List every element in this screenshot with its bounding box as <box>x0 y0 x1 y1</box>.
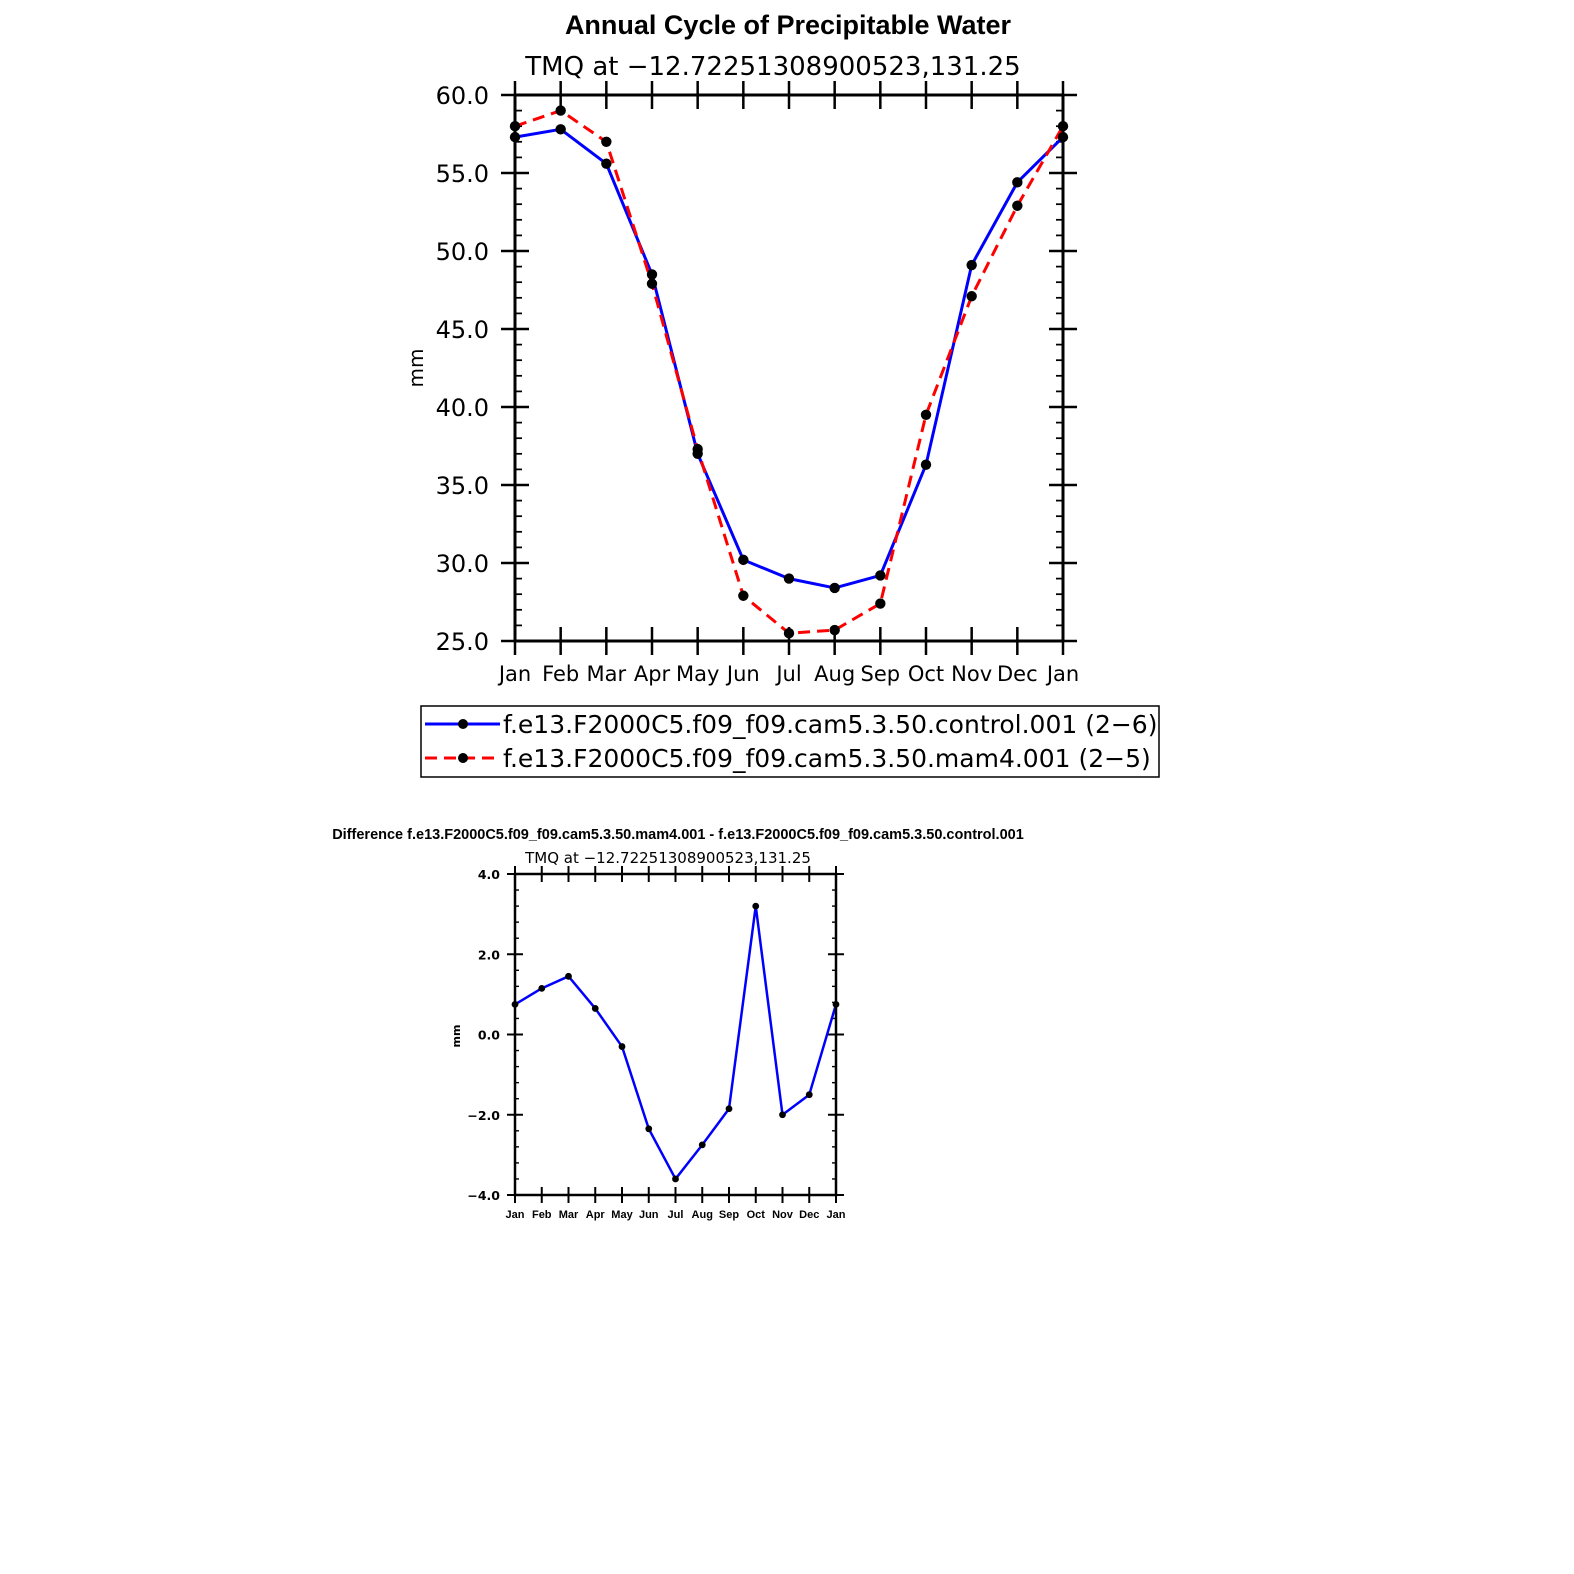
difference-series-points <box>511 902 840 1183</box>
x-tick-label: Dec <box>997 662 1038 686</box>
x-tick-label: Jan <box>497 662 531 686</box>
plot-frame <box>513 93 1065 643</box>
difference-x-tick-label: Nov <box>772 1209 794 1221</box>
x-tick-label: Nov <box>951 662 992 686</box>
legend-marker-mam4 <box>458 753 468 763</box>
series-line-1 <box>514 109 1065 635</box>
data-point <box>920 409 932 420</box>
difference-x-tick-label: Jul <box>668 1209 684 1221</box>
x-tick-label: Mar <box>587 662 627 686</box>
difference-x-tick-label: Jan <box>506 1209 525 1221</box>
difference-data-point <box>805 1091 813 1099</box>
y-tick-label: 45.0 <box>436 316 489 344</box>
difference-x-tick-label: Oct <box>747 1209 766 1221</box>
data-point <box>783 628 795 639</box>
difference-y-tick-label: 0.0 <box>478 1028 500 1043</box>
data-point <box>646 278 658 289</box>
x-tick-label: Jun <box>725 662 760 686</box>
difference-data-point <box>565 972 572 980</box>
y-tick-label: 35.0 <box>436 472 489 500</box>
chart-title: Annual Cycle of Precipitable Water <box>565 10 1012 40</box>
difference-x-tick-label: Aug <box>692 1209 713 1221</box>
difference-plot-frame <box>513 872 838 1197</box>
y-tick-label: 40.0 <box>436 394 489 422</box>
chart-subtitle: TMQ at −12.72251308900523,131.25 <box>524 52 1020 82</box>
difference-y-axis-label: mm <box>450 1025 463 1048</box>
data-point <box>920 459 932 470</box>
annual-cycle-chart: Annual Cycle of Precipitable Water TMQ a… <box>404 10 1079 686</box>
legend-label-mam4: f.e13.F2000C5.f09_f09.cam5.3.50.mam4.001… <box>503 744 1151 773</box>
difference-x-tick-label: May <box>611 1209 633 1221</box>
data-point <box>555 105 566 116</box>
data-point <box>1012 177 1023 188</box>
difference-data-point <box>538 984 546 992</box>
data-point <box>875 598 886 609</box>
legend-box <box>420 705 1160 778</box>
difference-x-tick-label: Dec <box>799 1209 819 1221</box>
axis-ticks: Jan Feb Mar Apr May Jun Jul Aug Sep Oct Nov Dec Jan 2… <box>436 81 1079 686</box>
data-point <box>692 443 703 455</box>
difference-x-tick-label: Mar <box>559 1209 579 1221</box>
data-point <box>1012 200 1023 211</box>
difference-subtitle: TMQ at −12.72251308900523,131.25 <box>524 849 811 867</box>
data-point <box>738 554 749 566</box>
difference-data-point <box>725 1105 733 1113</box>
x-tick-label: Sep <box>861 662 901 686</box>
x-tick-label: Jul <box>774 662 801 686</box>
y-axis-label: mm <box>404 349 428 388</box>
difference-data-point <box>779 1111 786 1119</box>
y-tick-label: 30.0 <box>436 550 489 578</box>
difference-data-point <box>618 1043 626 1050</box>
legend-marker-control <box>458 719 468 729</box>
y-tick-label: 25.0 <box>436 628 489 656</box>
series-line-0 <box>514 127 1065 590</box>
data-point <box>738 590 749 601</box>
series-lines <box>514 109 1065 635</box>
difference-data-point <box>591 1005 599 1012</box>
x-tick-label: Feb <box>542 662 579 686</box>
x-tick-label: May <box>676 662 719 686</box>
difference-x-tick-label: Jun <box>639 1209 659 1221</box>
data-point <box>601 158 612 169</box>
x-tick-label: Jan <box>1045 662 1079 686</box>
data-point <box>783 573 795 584</box>
data-point <box>875 570 886 581</box>
difference-y-tick-label: 4.0 <box>478 867 500 882</box>
data-point <box>966 291 977 302</box>
data-point <box>966 259 977 271</box>
difference-x-tick-label: Sep <box>719 1209 739 1221</box>
difference-x-tick-label: Feb <box>532 1209 552 1221</box>
y-tick-label: 55.0 <box>436 160 489 188</box>
difference-x-tick-label: Apr <box>586 1209 606 1221</box>
difference-title: Difference f.e13.F2000C5.f09_f09.cam5.3.… <box>332 827 1024 843</box>
difference-data-point <box>672 1175 679 1183</box>
difference-series-lines <box>514 904 838 1181</box>
x-tick-label: Aug <box>814 662 855 686</box>
data-point <box>829 582 840 594</box>
difference-series-line-0 <box>514 904 838 1181</box>
y-tick-label: 60.0 <box>436 82 489 110</box>
difference-y-tick-label: −4.0 <box>467 1188 500 1203</box>
difference-data-point <box>645 1125 653 1133</box>
x-tick-label: Apr <box>634 662 671 686</box>
legend-label-control: f.e13.F2000C5.f09_f09.cam5.3.50.control.… <box>503 710 1157 739</box>
series-points <box>509 105 1069 639</box>
difference-y-tick-label: 2.0 <box>478 947 500 962</box>
legend: f.e13.F2000C5.f09_f09.cam5.3.50.control.… <box>420 705 1160 778</box>
x-tick-label: Oct <box>908 662 944 686</box>
difference-data-point <box>752 902 760 910</box>
difference-chart: Difference f.e13.F2000C5.f09_f09.cam5.3.… <box>332 827 1024 1221</box>
difference-axis-ticks: Jan Feb Mar Apr May Jun Jul Aug Sep Oct Nov Dec Jan−… <box>467 866 846 1221</box>
data-point <box>646 269 658 280</box>
data-point <box>555 124 566 135</box>
y-tick-label: 50.0 <box>436 238 489 266</box>
data-point <box>601 136 612 147</box>
difference-y-tick-label: −2.0 <box>467 1108 500 1123</box>
difference-data-point <box>698 1141 706 1149</box>
data-point <box>829 624 840 636</box>
difference-x-tick-label: Jan <box>827 1209 846 1221</box>
